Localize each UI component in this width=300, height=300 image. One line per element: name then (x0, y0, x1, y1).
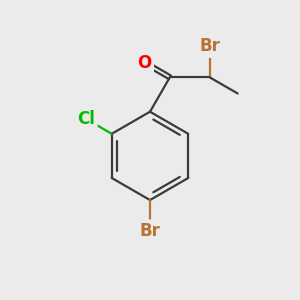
Text: O: O (137, 54, 152, 72)
Text: Cl: Cl (77, 110, 95, 128)
Text: Br: Br (140, 222, 160, 240)
Text: Br: Br (199, 38, 220, 56)
